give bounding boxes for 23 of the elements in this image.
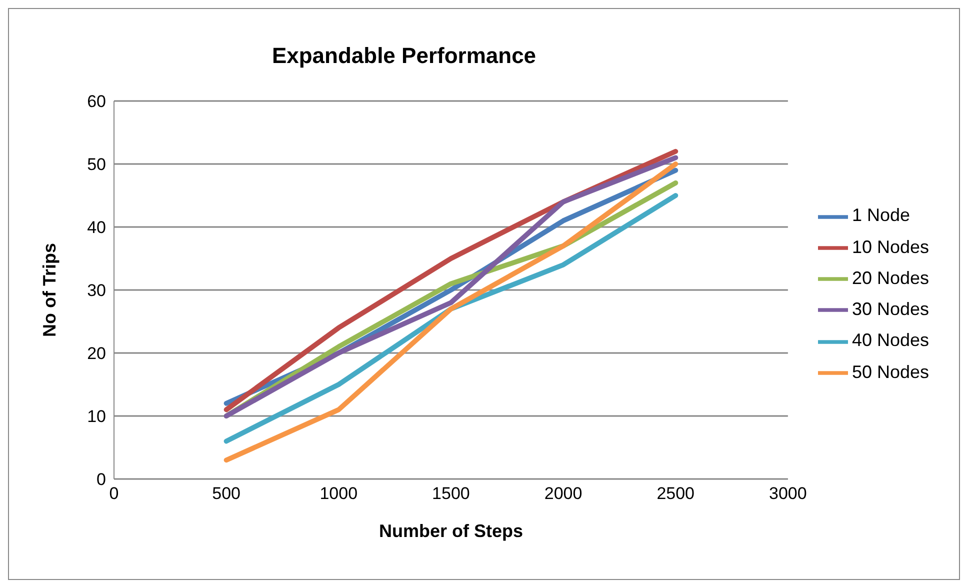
y-tick-label: 30 — [87, 281, 106, 300]
y-tick-label: 20 — [87, 344, 106, 364]
legend-label: 10 Nodes — [852, 236, 929, 256]
x-tick-label: 2500 — [656, 484, 695, 504]
x-tick-label: 3000 — [769, 484, 807, 504]
y-tick-label: 0 — [96, 470, 106, 490]
x-tick-label: 500 — [212, 484, 241, 504]
y-tick-label: 40 — [87, 218, 106, 238]
legend-label: 50 Nodes — [852, 362, 929, 382]
y-tick-label: 50 — [87, 155, 106, 174]
x-axis-title: Number of Steps — [378, 521, 523, 541]
legend-label: 20 Nodes — [852, 268, 929, 288]
y-axis-title: No of Trips — [39, 243, 60, 337]
chart-title: Expandable Performance — [270, 43, 538, 69]
legend-label: 30 Nodes — [852, 299, 929, 319]
x-tick-label: 0 — [109, 484, 119, 504]
x-tick-label: 1000 — [320, 484, 358, 504]
y-tick-label: 10 — [87, 407, 106, 426]
y-tick-label: 60 — [87, 92, 106, 112]
legend-label: 40 Nodes — [852, 330, 929, 350]
legend-label: 1 Node — [852, 205, 910, 226]
x-tick-label: 2000 — [544, 484, 582, 504]
x-tick-label: 1500 — [432, 484, 470, 504]
